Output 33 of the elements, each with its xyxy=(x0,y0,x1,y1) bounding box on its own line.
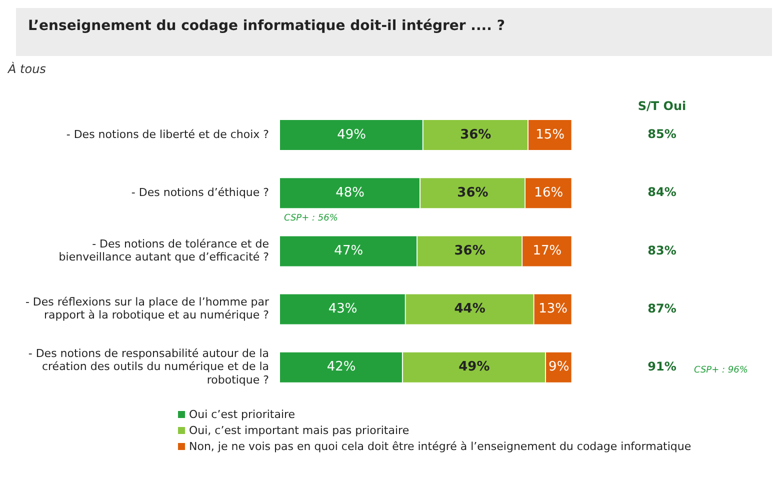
data-label: 36% xyxy=(460,127,492,142)
text: CSP+ : 96% xyxy=(694,366,748,376)
data-label: 13% xyxy=(538,302,568,317)
text: 87% xyxy=(648,301,676,316)
text: 85% xyxy=(648,127,676,142)
legend-label: Oui, c’est important mais pas prioritaire xyxy=(189,424,410,436)
data-label: 48% xyxy=(336,185,365,200)
data-label: 49% xyxy=(337,127,366,142)
text: S/T Oui xyxy=(638,99,686,114)
data-label: 36% xyxy=(457,185,488,200)
chart-title: L’enseignement du codage informatique doit-il intégrer .... ? xyxy=(16,8,772,56)
data-label: 17% xyxy=(532,244,562,259)
text: 83% xyxy=(648,243,676,258)
data-label: 42% xyxy=(326,360,356,375)
data-label: 49% xyxy=(458,360,490,375)
y-tick-label: - Des notions de responsabilité autour de la création des outils du numérique et de la robotique ? xyxy=(28,347,270,386)
data-label: 15% xyxy=(536,127,565,142)
y-tick-label: - Des notions de liberté et de choix ? xyxy=(66,128,270,141)
annotation: CSP+ : 56% xyxy=(284,213,338,224)
text: À tous xyxy=(8,62,47,76)
text: 84% xyxy=(648,185,676,200)
text: 91% xyxy=(648,359,676,374)
data-label: 16% xyxy=(534,185,564,200)
legend-label: Non, je ne vois pas en quoi cela doit être intégré à l’enseignement du codage informatique xyxy=(189,440,692,452)
data-label: 43% xyxy=(328,302,358,317)
data-label: 9% xyxy=(548,360,570,375)
y-tick-label: - Des notions d’éthique ? xyxy=(131,186,270,199)
data-label: 47% xyxy=(334,244,364,259)
legend-label: Oui c’est prioritaire xyxy=(189,408,296,420)
y-tick-label: - Des notions de tolérance et de bienveillance autant que d’efficacité ? xyxy=(58,237,270,264)
y-tick-label: - Des réflexions sur la place de l’homme par rapport à la robotique et au numérique ? xyxy=(25,296,270,322)
data-label: 36% xyxy=(454,244,486,259)
data-label: 44% xyxy=(454,302,486,317)
